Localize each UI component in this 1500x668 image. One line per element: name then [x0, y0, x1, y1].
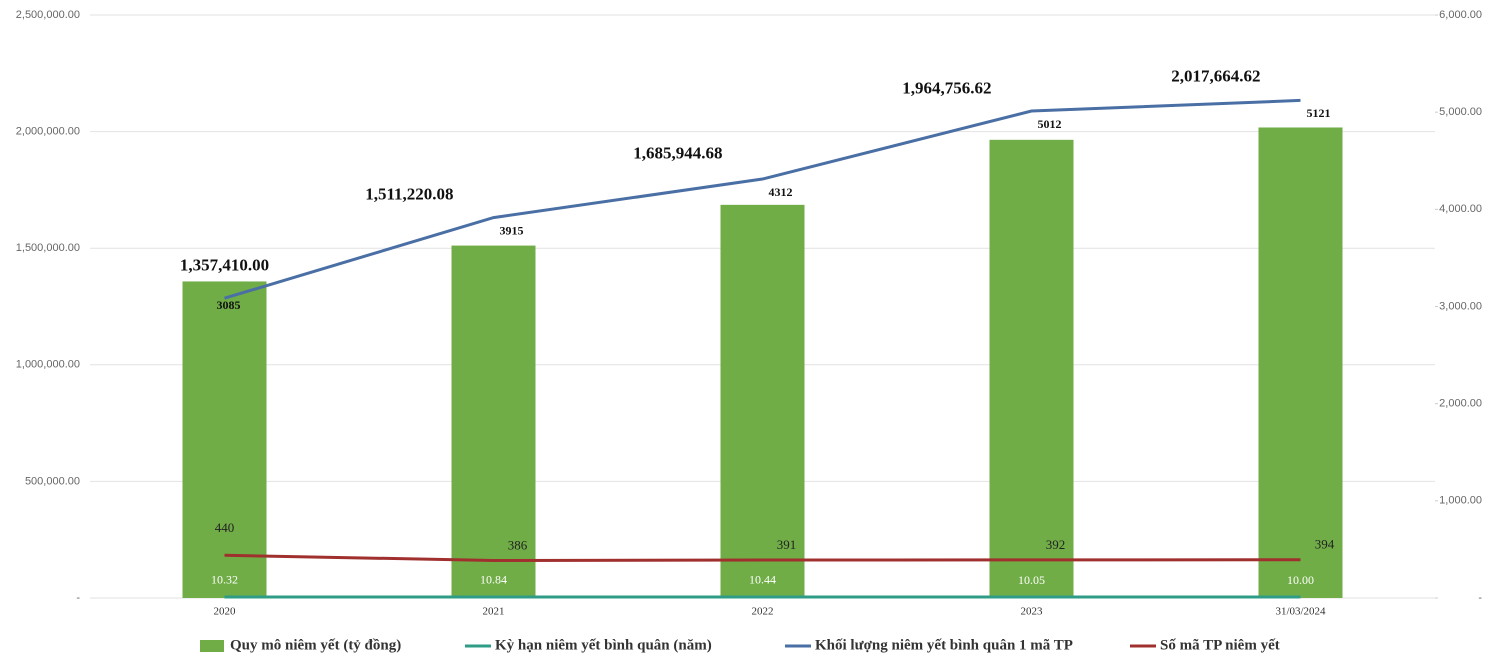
x-tick-label: 2022: [752, 606, 774, 618]
value-label: 391: [777, 537, 797, 552]
x-tick-label: 2020: [214, 606, 237, 618]
y-tick-label: 2,500,000.00: [16, 9, 80, 21]
bar-value-label: 1,357,410.00: [180, 255, 269, 274]
value-label: 3085: [217, 298, 241, 312]
y2-tick-label: 5,000.00: [1439, 106, 1482, 118]
value-label: 5012: [1038, 117, 1062, 131]
bar: [720, 204, 805, 598]
bar-value-label: 2,017,664.62: [1171, 66, 1260, 85]
bar-value-label: 1,511,220.08: [365, 184, 453, 203]
legend-label: Quy mô niêm yết (tỷ đồng): [230, 637, 401, 653]
line: [224, 553, 1301, 562]
legend-label: Khối lượng niêm yết bình quân 1 mã TP: [815, 637, 1073, 653]
y-tick-label: 500,000.00: [25, 475, 80, 487]
y-tick-label: 2,000,000.00: [16, 126, 80, 138]
value-label: 10.84: [480, 573, 507, 587]
x-tick-label: 31/03/2024: [1275, 606, 1326, 618]
y2-tick-label: 2,000.00: [1439, 398, 1482, 410]
bar: [451, 245, 536, 598]
y2-tick-label: 1,000.00: [1439, 495, 1482, 507]
y2-tick-label: -: [1478, 592, 1482, 604]
value-label: 394: [1315, 537, 1335, 552]
value-label: 3915: [500, 223, 524, 237]
legend-label: Số mã TP niêm yết: [1160, 637, 1280, 653]
y-tick-label: 1,500,000.00: [16, 242, 80, 254]
bar: [1258, 127, 1343, 598]
bar: [182, 281, 267, 598]
y2-tick-label: 3,000.00: [1439, 300, 1482, 312]
x-tick-label: 2021: [483, 606, 505, 618]
line: [224, 98, 1301, 300]
value-label: 386: [508, 537, 528, 552]
bar-value-label: 1,964,756.62: [902, 79, 991, 98]
y-tick-label: -: [76, 592, 80, 604]
value-label: 10.44: [749, 573, 776, 587]
y2-tick-label: 6,000.00: [1439, 9, 1482, 21]
value-label: 392: [1046, 537, 1066, 552]
value-label: 440: [215, 520, 235, 535]
y2-tick-label: 4,000.00: [1439, 203, 1482, 215]
value-label: 4312: [769, 185, 793, 199]
value-label: 5121: [1307, 106, 1331, 120]
legend-swatch: [200, 640, 224, 652]
legend-label: Kỳ hạn niêm yết bình quân (năm): [495, 637, 712, 653]
bar-value-label: 1,685,944.68: [633, 144, 722, 163]
x-tick-label: 2023: [1021, 606, 1044, 618]
value-label: 10.05: [1018, 573, 1045, 587]
y-tick-label: 1,000,000.00: [16, 359, 80, 371]
bar: [989, 139, 1074, 598]
value-label: 10.00: [1287, 573, 1314, 587]
value-label: 10.32: [211, 573, 238, 587]
